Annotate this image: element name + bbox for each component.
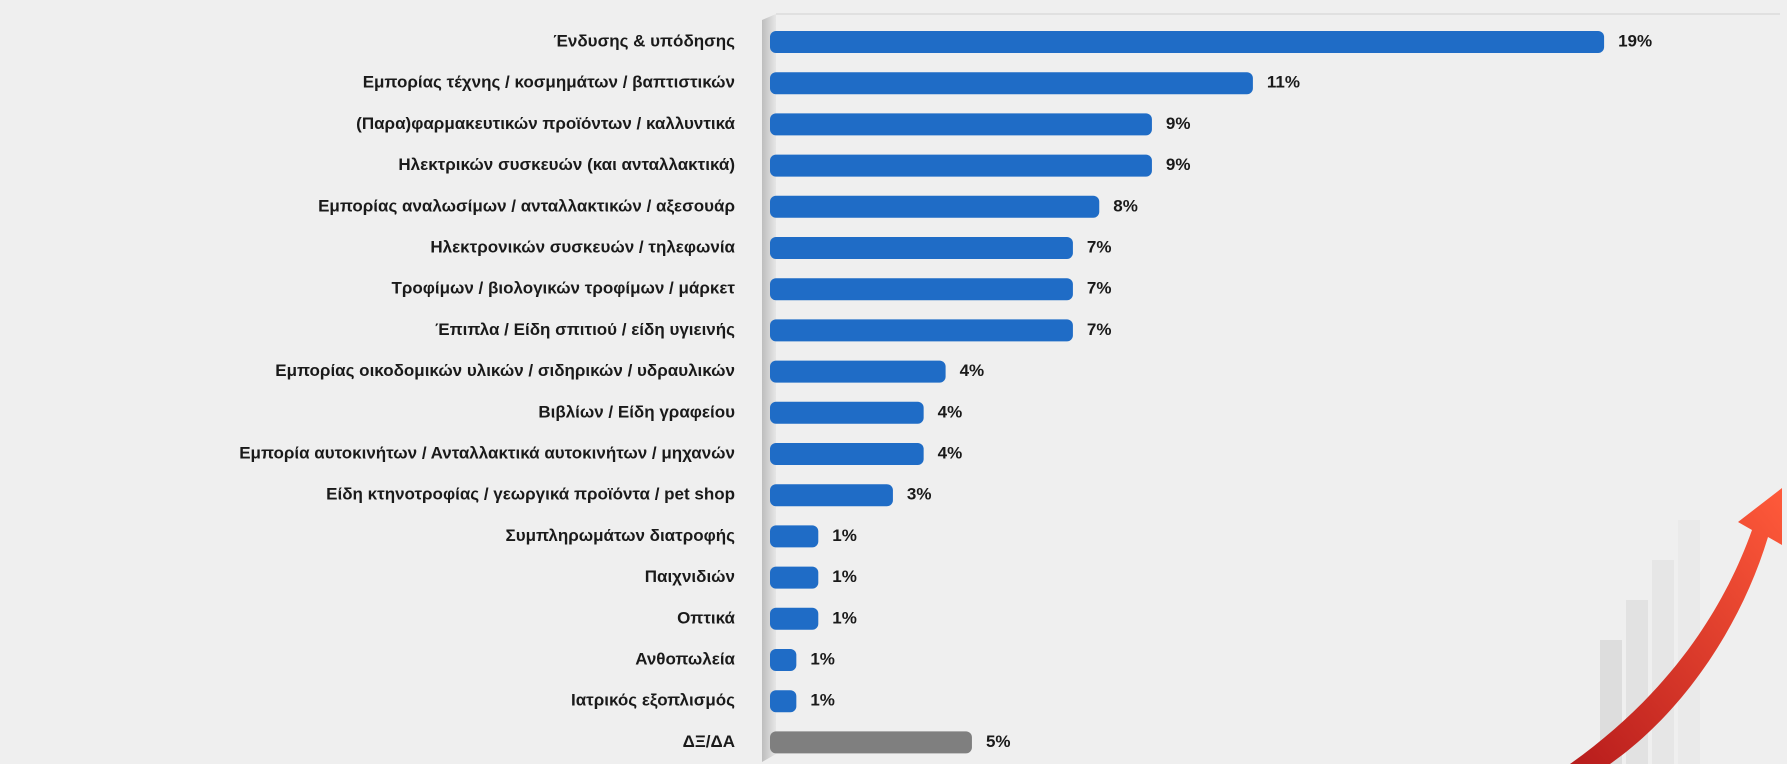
value-label: 5% (986, 732, 1011, 751)
category-label: Εμπορίας τέχνης / κοσμημάτων / βαπτιστικ… (363, 73, 735, 92)
bar (770, 278, 1073, 301)
bar (770, 607, 819, 630)
bar (770, 401, 924, 424)
value-label: 4% (960, 361, 985, 380)
category-label: Ιατρικός εξοπλισμός (571, 691, 735, 710)
category-label: (Παρα)φαρμακευτικών προϊόντων / καλλυντι… (356, 114, 735, 133)
decoration (1570, 488, 1782, 764)
category-label: Είδη κτηνοτροφίας / γεωργικά προϊόντα / … (326, 485, 735, 504)
value-label: 7% (1087, 320, 1112, 339)
bar (770, 195, 1100, 218)
bar (770, 484, 893, 507)
category-label: Ένδυσης & υπόδησης (553, 31, 735, 50)
category-label: Εμπορίας οικοδομικών υλικών / σιδηρικών … (275, 361, 735, 380)
value-label: 1% (832, 567, 857, 586)
bar (770, 566, 819, 589)
bar (770, 154, 1152, 177)
value-label: 11% (1267, 73, 1300, 92)
category-label: Συμπληρωμάτων διατροφής (506, 526, 736, 545)
value-label: 19% (1618, 31, 1652, 50)
category-label: ΔΞ/ΔΑ (683, 732, 735, 751)
value-label: 4% (938, 402, 963, 421)
bar (770, 113, 1152, 136)
value-label: 9% (1166, 114, 1191, 133)
bar (770, 319, 1073, 342)
bar (770, 649, 797, 671)
bar (770, 443, 924, 465)
category-label: Εμπορίας αναλωσίμων / ανταλλακτικών / αξ… (318, 196, 735, 215)
bar (770, 237, 1073, 259)
bar (770, 72, 1253, 95)
value-label: 7% (1087, 237, 1112, 256)
bar (770, 525, 819, 548)
bar (770, 690, 797, 713)
category-label: Έπιπλα / Είδη σπιτιού / είδη υγιεινής (435, 320, 735, 339)
category-label: Ηλεκτρονικών συσκευών / τηλεφωνία (430, 237, 735, 256)
category-label: Εμπορία αυτοκινήτων / Ανταλλακτικά αυτοκ… (239, 443, 735, 462)
value-label: 8% (1113, 196, 1138, 215)
value-label: 4% (938, 443, 963, 462)
value-label: 1% (832, 608, 857, 627)
value-label: 9% (1166, 155, 1191, 174)
bar (770, 360, 946, 383)
category-label: Τροφίμων / βιολογικών τροφίμων / μάρκετ (391, 279, 735, 298)
bar (770, 31, 1605, 53)
category-label: Οπτικά (677, 608, 735, 627)
value-label: 1% (810, 649, 835, 668)
category-label: Παιχνιδιών (645, 567, 735, 586)
category-label: Βιβλίων / Είδη γραφείου (538, 402, 735, 421)
value-label: 3% (907, 485, 932, 504)
category-label: Ηλεκτρικών συσκευών (και ανταλλακτικά) (398, 155, 735, 174)
bar (770, 731, 972, 754)
value-label: 1% (832, 526, 857, 545)
value-label: 1% (810, 691, 835, 710)
category-label: Ανθοπωλεία (635, 649, 735, 668)
value-label: 7% (1087, 279, 1112, 298)
